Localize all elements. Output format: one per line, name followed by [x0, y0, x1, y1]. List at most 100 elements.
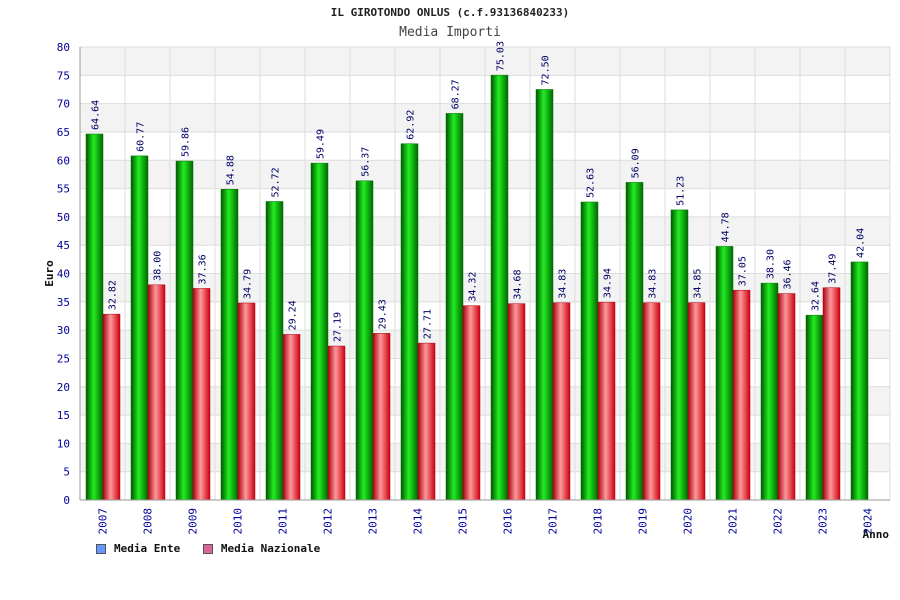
y-tick-label: 25 — [57, 352, 70, 365]
value-label-ente-2017: 72.50 — [541, 55, 552, 85]
x-tick-label: 2019 — [637, 508, 650, 535]
bar-nazionale-2016 — [507, 303, 526, 501]
legend-label-nazionale: Media Nazionale — [220, 542, 321, 555]
value-label-ente-2019: 56.09 — [631, 148, 642, 178]
y-tick-label: 20 — [57, 381, 70, 394]
x-tick-label: 2024 — [862, 508, 875, 535]
value-label-ente-2010: 54.88 — [226, 155, 237, 185]
value-label-ente-2015: 68.27 — [451, 79, 462, 109]
bar-ente-2012 — [310, 162, 329, 501]
bar-nazionale-2014 — [417, 342, 436, 501]
y-tick-label: 45 — [57, 239, 70, 252]
x-tick-label: 2012 — [322, 508, 335, 535]
value-label-nazionale-2018: 34.94 — [603, 268, 614, 298]
bar-ente-2024 — [850, 261, 869, 501]
bar-nazionale-2018 — [597, 301, 616, 501]
bar-nazionale-2020 — [687, 302, 706, 501]
x-axis-label: Anno — [863, 528, 890, 541]
x-tick-label: 2023 — [817, 508, 830, 535]
value-label-ente-2021: 44.78 — [721, 212, 732, 242]
chart-title: IL GIROTONDO ONLUS (c.f.93136840233) — [330, 6, 570, 19]
value-label-nazionale-2020: 34.85 — [693, 269, 704, 299]
x-tick-label: 2020 — [682, 508, 695, 535]
chart-legend: Media Ente Media Nazionale — [96, 542, 336, 557]
value-label-nazionale-2017: 34.83 — [558, 269, 569, 299]
x-tick-label: 2021 — [727, 508, 740, 535]
value-label-ente-2008: 60.77 — [136, 122, 147, 152]
bar-nazionale-2010 — [237, 302, 256, 501]
bar-ente-2014 — [400, 143, 419, 501]
x-tick-label: 2018 — [592, 508, 605, 535]
bar-ente-2009 — [175, 160, 194, 501]
value-label-ente-2007: 64.64 — [91, 100, 102, 130]
bar-nazionale-2019 — [642, 302, 661, 501]
value-label-nazionale-2019: 34.83 — [648, 269, 659, 299]
x-tick-label: 2015 — [457, 508, 470, 535]
value-label-ente-2014: 62.92 — [406, 110, 417, 140]
value-label-nazionale-2021: 37.05 — [738, 256, 749, 286]
bar-nazionale-2015 — [462, 305, 481, 501]
bar-nazionale-2017 — [552, 302, 571, 501]
bar-nazionale-2022 — [777, 293, 796, 501]
x-tick-label: 2010 — [232, 508, 245, 535]
x-tick-label: 2013 — [367, 508, 380, 535]
bar-ente-2021 — [715, 246, 734, 501]
value-label-ente-2013: 56.37 — [361, 147, 372, 177]
value-label-ente-2011: 52.72 — [271, 167, 282, 197]
bar-ente-2019 — [625, 182, 644, 501]
value-label-ente-2018: 52.63 — [586, 168, 597, 198]
x-tick-label: 2014 — [412, 508, 425, 535]
value-label-ente-2024: 42.04 — [856, 228, 867, 258]
y-tick-label: 35 — [57, 296, 70, 309]
legend-item-ente: Media Ente — [96, 542, 180, 555]
legend-item-nazionale: Media Nazionale — [202, 542, 321, 555]
value-label-nazionale-2011: 29.24 — [288, 300, 299, 330]
bar-nazionale-2023 — [822, 287, 841, 501]
y-tick-label: 60 — [57, 154, 70, 167]
value-label-ente-2012: 59.49 — [316, 129, 327, 159]
bar-nazionale-2012 — [327, 345, 346, 501]
value-label-nazionale-2013: 29.43 — [378, 299, 389, 329]
value-label-nazionale-2014: 27.71 — [423, 309, 434, 339]
y-tick-label: 70 — [57, 98, 70, 111]
value-label-nazionale-2023: 37.49 — [828, 254, 839, 284]
bar-ente-2022 — [760, 282, 779, 501]
x-tick-label: 2008 — [142, 508, 155, 535]
x-tick-label: 2011 — [277, 508, 290, 535]
value-label-ente-2022: 38.30 — [766, 249, 777, 279]
value-label-ente-2023: 32.64 — [811, 281, 822, 311]
value-label-nazionale-2022: 36.46 — [783, 259, 794, 289]
bar-nazionale-2008 — [147, 284, 166, 501]
x-tick-label: 2007 — [97, 508, 110, 535]
y-tick-label: 15 — [57, 409, 70, 422]
y-tick-label: 65 — [57, 126, 70, 139]
bar-ente-2020 — [670, 209, 689, 501]
bar-ente-2013 — [355, 180, 374, 501]
bar-ente-2023 — [805, 314, 824, 501]
bar-ente-2010 — [220, 188, 239, 501]
y-tick-label: 0 — [63, 494, 70, 507]
value-label-nazionale-2012: 27.19 — [333, 312, 344, 342]
value-label-nazionale-2007: 32.82 — [108, 280, 119, 310]
bar-ente-2015 — [445, 113, 464, 501]
bar-ente-2017 — [535, 89, 554, 501]
legend-label-ente: Media Ente — [114, 542, 181, 555]
x-tick-label: 2009 — [187, 508, 200, 535]
bar-ente-2008 — [130, 155, 149, 501]
bar-ente-2007 — [85, 133, 104, 501]
value-label-nazionale-2009: 37.36 — [198, 254, 209, 284]
value-label-nazionale-2015: 34.32 — [468, 272, 479, 302]
value-label-nazionale-2010: 34.79 — [243, 269, 254, 299]
y-tick-label: 5 — [63, 466, 70, 479]
value-label-ente-2016: 75.03 — [496, 41, 507, 71]
value-label-ente-2009: 59.86 — [181, 127, 192, 157]
x-tick-label: 2022 — [772, 508, 785, 535]
legend-swatch-ente — [96, 543, 106, 554]
legend-swatch-nazionale — [202, 543, 213, 554]
y-tick-label: 10 — [57, 437, 70, 450]
bar-nazionale-2009 — [192, 288, 211, 501]
value-label-ente-2020: 51.23 — [676, 176, 687, 206]
x-tick-label: 2017 — [547, 508, 560, 535]
chart-subtitle: Media Importi — [399, 25, 501, 40]
